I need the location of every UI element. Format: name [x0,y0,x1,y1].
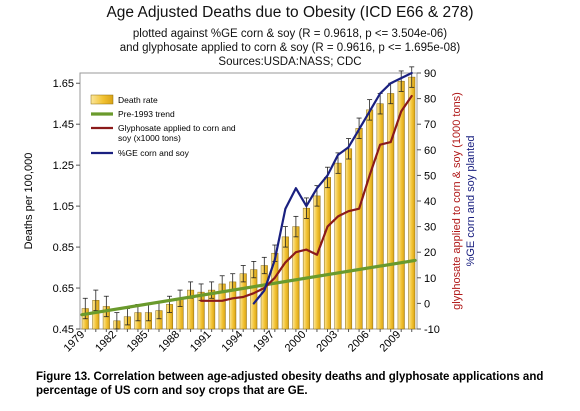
error-bar [209,281,215,299]
y-axis-right-label-glyphosate: glyphosate applied to corn & soy (1000 t… [451,92,463,310]
right-tick-label: 70 [424,119,436,131]
y-axis-right-label-ge: %GE corn and soy planted [465,136,477,267]
ge-percent-line [252,71,413,305]
bar [323,177,331,330]
x-tick-label: 1997 [251,329,277,355]
bar [355,128,363,330]
left-tick-label: 1.45 [53,119,74,131]
error-bar [324,166,330,189]
bar [408,76,416,330]
error-bar [303,197,309,219]
legend-entry: %GE corn and soy [91,148,190,158]
right-tick-label: 30 [424,222,436,234]
bar [292,226,300,330]
subtitle-line-3: Sources:USDA:NASS; CDC [218,56,362,68]
glyphosate-line [200,94,413,302]
legend-label: %GE corn and soy [118,148,190,158]
legend-label-cont: soy (x1000 tons) [118,133,181,143]
left-tick-label: 1.65 [53,78,74,90]
right-tick-label: 50 [424,170,436,182]
x-tick-label: 2006 [346,329,372,355]
left-tick-label: 0.85 [53,242,74,254]
x-tick-label: 1988 [156,329,182,355]
left-tick-label: 0.45 [53,324,74,336]
bar [387,93,395,330]
bar [376,103,384,330]
right-tick-label: 40 [424,196,436,208]
bar [334,162,342,330]
right-tick-label: 20 [424,247,436,259]
y-axis-left-label: Deaths per 100,000 [23,153,35,250]
x-tick-label: 2000 [283,329,309,355]
chart-subtitle: plotted against %GE corn & soy (R = 0.96… [0,27,580,69]
error-bar [240,265,246,283]
right-tick-label: 10 [424,273,436,285]
legend: Death rate Pre-1993 trend Glyphosate appli… [90,94,236,158]
right-tick-label: -10 [424,324,440,336]
bar [260,265,268,330]
subtitle-line-1: plotted against %GE corn & soy (R = 0.96… [132,28,448,40]
figure-caption: Figure 13. Correlation between age-adjus… [36,371,544,397]
x-tick-label: 2003 [314,329,340,355]
legend-swatch [90,94,114,105]
bar [302,207,310,330]
lines-layer [80,71,417,317]
error-bar [103,295,109,318]
bar [313,195,321,330]
error-bar [261,256,267,275]
right-tick-label: 90 [424,68,436,80]
legend-label: Pre-1993 trend [118,109,175,119]
error-bar [251,261,257,279]
left-tick-label: 1.05 [53,201,74,213]
legend-entry: Pre-1993 trend [91,109,175,119]
trend-line [80,258,417,317]
x-tick-label: 1985 [125,329,151,355]
bar [345,148,353,330]
bar [366,109,374,330]
right-tick-label: 60 [424,145,436,157]
error-bar [282,226,288,248]
x-tick-label: 1994 [220,329,246,355]
right-tick-label: 0 [424,298,430,310]
left-tick-label: 0.65 [53,283,74,295]
right-tick-label: 80 [424,94,436,106]
legend-entry: Death rate [90,94,158,105]
legend-label: Glyphosate applied to corn and [118,123,236,133]
subtitle-line-2: and glyphosate applied to corn & soy (R … [119,42,461,54]
chart-title: Age Adjusted Deaths due to Obesity (ICD … [106,4,474,21]
error-bar [398,70,404,92]
error-bar [293,215,299,238]
x-tick-label: 1982 [93,329,119,355]
error-bar [346,138,352,160]
x-tick-label: 1991 [188,329,214,355]
legend-label: Death rate [118,95,158,105]
left-tick-label: 1.25 [53,160,74,172]
x-tick-label: 2009 [378,329,404,355]
error-bar [409,66,415,88]
